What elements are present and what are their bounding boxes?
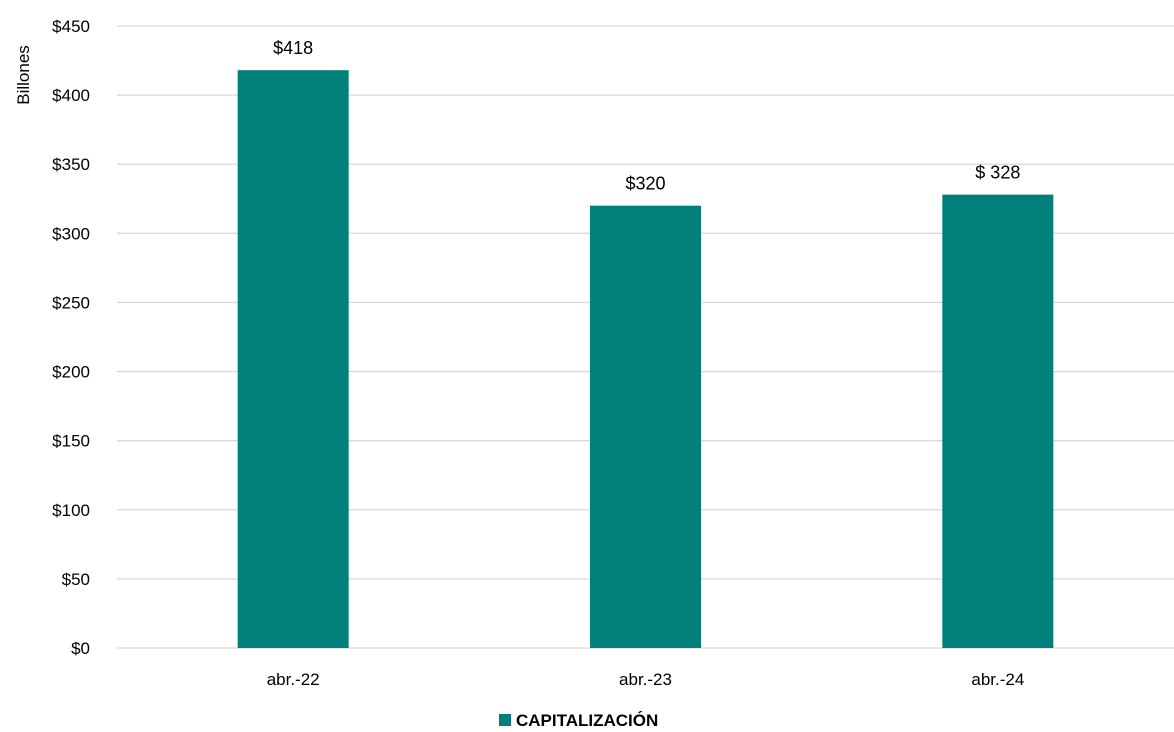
y-tick-label: $450 — [52, 17, 90, 36]
y-axis-ticks: $0 $50 $100 $150 $200 $250 $300 $350 $400 $450 — [52, 17, 90, 658]
y-tick-label: $250 — [52, 293, 90, 312]
y-tick-label: $400 — [52, 86, 90, 105]
data-label: $320 — [625, 174, 665, 194]
x-tick-label: abr.-22 — [267, 670, 320, 689]
x-axis-ticks: abr.-22 abr.-23 abr.-24 — [267, 670, 1025, 689]
x-tick-label: abr.-23 — [619, 670, 672, 689]
bar — [590, 205, 701, 648]
data-label: $ 328 — [975, 163, 1020, 183]
legend-swatch — [499, 714, 511, 726]
y-tick-label: $0 — [71, 639, 90, 658]
y-tick-label: $350 — [52, 155, 90, 174]
x-tick-label: abr.-24 — [971, 670, 1024, 689]
data-label: $418 — [273, 38, 313, 58]
bars: $418 $320 $ 328 — [237, 38, 1054, 649]
y-tick-label: $200 — [52, 363, 90, 382]
bar — [237, 70, 349, 649]
bar — [942, 194, 1054, 648]
y-tick-label: $150 — [52, 432, 90, 451]
y-axis-title: Billones — [14, 45, 33, 105]
y-tick-label: $300 — [52, 224, 90, 243]
y-tick-label: $50 — [62, 570, 90, 589]
legend: CAPITALIZACIÓN — [499, 711, 658, 730]
y-tick-label: $100 — [52, 501, 90, 520]
legend-label: CAPITALIZACIÓN — [516, 711, 658, 730]
